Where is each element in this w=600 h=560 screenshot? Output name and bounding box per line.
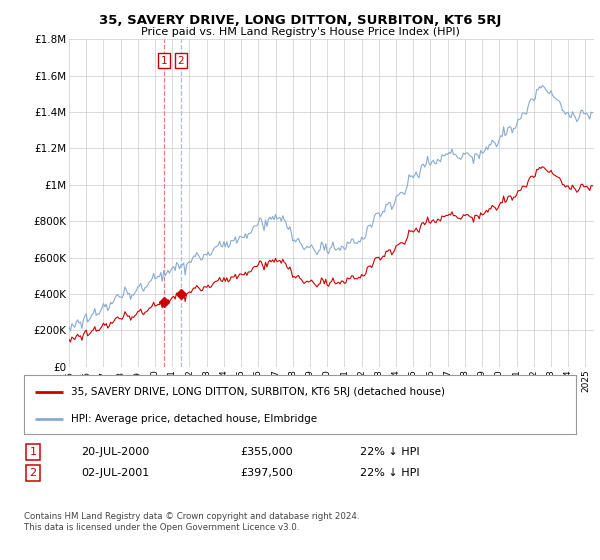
Text: 1: 1 — [29, 447, 37, 457]
Text: £397,500: £397,500 — [240, 468, 293, 478]
Text: 22% ↓ HPI: 22% ↓ HPI — [360, 447, 419, 457]
Text: 20-JUL-2000: 20-JUL-2000 — [81, 447, 149, 457]
Text: 2: 2 — [29, 468, 37, 478]
Text: 02-JUL-2001: 02-JUL-2001 — [81, 468, 149, 478]
Text: Contains HM Land Registry data © Crown copyright and database right 2024.
This d: Contains HM Land Registry data © Crown c… — [24, 512, 359, 532]
Text: HPI: Average price, detached house, Elmbridge: HPI: Average price, detached house, Elmb… — [71, 414, 317, 424]
Text: £355,000: £355,000 — [240, 447, 293, 457]
Text: 1: 1 — [161, 55, 167, 66]
Text: 35, SAVERY DRIVE, LONG DITTON, SURBITON, KT6 5RJ (detached house): 35, SAVERY DRIVE, LONG DITTON, SURBITON,… — [71, 386, 445, 396]
Text: 22% ↓ HPI: 22% ↓ HPI — [360, 468, 419, 478]
Text: Price paid vs. HM Land Registry's House Price Index (HPI): Price paid vs. HM Land Registry's House … — [140, 27, 460, 37]
Text: 2: 2 — [178, 55, 184, 66]
Text: 35, SAVERY DRIVE, LONG DITTON, SURBITON, KT6 5RJ: 35, SAVERY DRIVE, LONG DITTON, SURBITON,… — [99, 14, 501, 27]
